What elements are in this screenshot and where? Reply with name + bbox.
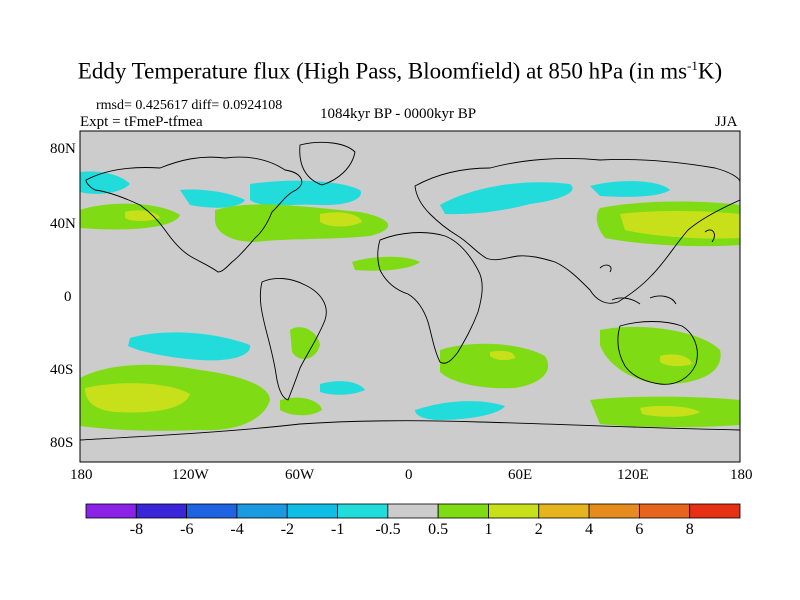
- colorbar-box: [236, 503, 288, 519]
- anomaly-patch-north-pacific-strong-pos: [125, 210, 160, 221]
- lon-tick-120w: 120W: [172, 467, 209, 483]
- colorbar-label: -4: [230, 521, 244, 538]
- colorbar-box: [638, 503, 691, 519]
- colorbar-label: 2: [534, 521, 543, 538]
- coastline-south-america: [259, 278, 327, 401]
- season-label: JJA: [715, 114, 738, 130]
- coastline-north-america: [85, 156, 303, 273]
- anomaly-patch-alaska-neg: [180, 189, 245, 208]
- colorbar-box: [286, 503, 338, 519]
- lon-tick-60w: 60W: [285, 467, 315, 483]
- colorbar-label: 0.5: [428, 521, 449, 538]
- anomaly-patch-europe-neg: [440, 182, 573, 215]
- anomaly-patch-south-pacific-strong-pos: [85, 383, 190, 413]
- colorbar-box: [186, 503, 238, 519]
- coastline-africa: [377, 232, 483, 364]
- lon-tick-120e: 120E: [617, 467, 649, 483]
- experiment-label: Expt = tFmeP-tfmea: [80, 114, 203, 130]
- coastline-greenland: [299, 141, 356, 186]
- lat-tick-0: 0: [64, 289, 72, 305]
- colorbar-box: [437, 503, 489, 519]
- anomaly-patch-north-atlantic-neg: [250, 180, 361, 206]
- anomaly-patch-north-atlantic-strong-pos: [320, 212, 362, 227]
- lon-tick-180w: 180: [70, 467, 93, 483]
- colorbar-box: [538, 503, 590, 519]
- coastline-australia: [617, 321, 698, 385]
- colorbar-box: [85, 503, 137, 519]
- colorbar-label: -0.5: [375, 521, 401, 538]
- lat-tick-40n: 40N: [50, 216, 76, 232]
- colorbar-label: -1: [331, 521, 345, 538]
- coastlines: [80, 141, 740, 441]
- colorbar-label: 8: [685, 521, 694, 538]
- lat-tick-80s: 80S: [50, 435, 74, 451]
- colorbar-label: -2: [280, 521, 295, 538]
- colorbar-box: [488, 503, 540, 519]
- lat-tick-40s: 40S: [50, 362, 74, 378]
- anomaly-patch-siberia-neg: [590, 181, 670, 197]
- anomaly-patch-australia-pos: [600, 326, 721, 385]
- anomaly-patch-southeast-pacific-neg: [320, 381, 365, 395]
- lon-tick-180e: 180: [730, 467, 753, 483]
- map-frame: [79, 130, 741, 463]
- colorbar-box: [337, 503, 389, 519]
- colorbar-box: [135, 503, 188, 519]
- colorbar-label: 4: [585, 521, 594, 538]
- coastline-islands: [599, 229, 715, 305]
- colorbar-box: [387, 503, 439, 519]
- lon-tick-0: 0: [405, 467, 413, 483]
- anomaly-patch-sahara-pos: [352, 256, 420, 271]
- colorbar-label: -6: [180, 521, 194, 538]
- anomaly-patch-west-pacific-strong-pos: [620, 211, 740, 239]
- anomaly-patch-south-africa-pos: [440, 343, 549, 389]
- colorbar: [85, 503, 741, 519]
- anomaly-patch-drake-passage-pos: [280, 397, 322, 416]
- anomaly-patch-pacific-neg: [128, 332, 251, 361]
- figure-title: Eddy Temperature flux (High Pass, Bloomf…: [77, 58, 723, 84]
- colorbar-box: [588, 503, 640, 519]
- lon-tick-60e: 60E: [508, 467, 533, 483]
- lat-tick-80n: 80N: [50, 141, 76, 157]
- coastline-eurasia: [414, 157, 740, 304]
- anomaly-patch-southern-ocean-strong-pos: [640, 405, 700, 417]
- rmsd-diff-stats: rmsd= 0.425617 diff= 0.0924108: [96, 98, 283, 113]
- colorbar-box: [689, 503, 741, 519]
- coastline-antarctica: [80, 420, 740, 441]
- anomaly-patch-south-africa-strong-pos: [490, 350, 515, 361]
- anomaly-patch-south-america-pos: [290, 327, 320, 360]
- colorbar-label: -8: [129, 521, 144, 538]
- period-label: 1084kyr BP - 0000kyr BP: [320, 106, 477, 122]
- anomaly-patch-australia-strong-pos: [660, 354, 692, 367]
- anomaly-patch-south-atlantic-neg: [415, 401, 505, 420]
- anomaly-field: [80, 141, 740, 441]
- colorbar-label: 6: [635, 521, 644, 538]
- colorbar-label: 1: [484, 521, 493, 538]
